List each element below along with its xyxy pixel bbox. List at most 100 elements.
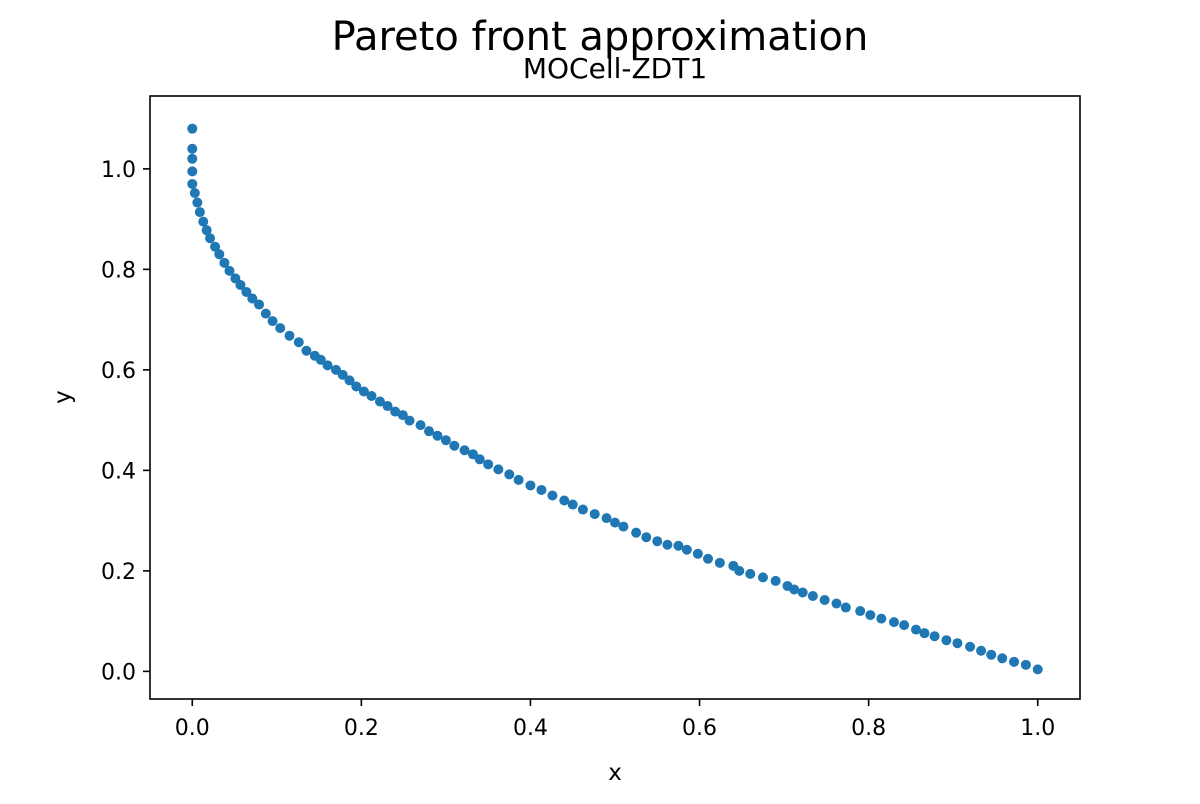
data-point	[404, 415, 415, 426]
x-tick-label: 0.0	[175, 716, 210, 741]
data-point	[910, 624, 921, 635]
data-point	[652, 536, 663, 547]
data-point	[631, 527, 642, 538]
data-point	[235, 279, 246, 290]
y-axis-ticks: 0.0 0.2 0.4 0.6 0.8 1.0	[101, 158, 150, 685]
x-tick-label: 0.2	[344, 716, 379, 741]
data-point	[337, 369, 348, 380]
data-point	[284, 330, 295, 341]
y-tick-label: 0.4	[101, 459, 136, 484]
data-point	[641, 532, 652, 543]
data-point	[547, 490, 558, 501]
data-point	[952, 638, 963, 649]
data-point	[267, 316, 278, 327]
data-point	[610, 517, 620, 528]
data-point	[315, 354, 326, 365]
data-point	[770, 575, 781, 586]
data-point	[187, 178, 198, 189]
data-point	[734, 565, 745, 576]
y-tick-label: 0.2	[101, 560, 136, 585]
data-point	[831, 598, 842, 609]
data-point	[876, 613, 887, 624]
data-point	[351, 381, 362, 392]
y-tick-label: 1.0	[101, 158, 136, 183]
x-tick-label: 1.0	[1020, 716, 1055, 741]
x-axis-label: x	[608, 760, 622, 786]
data-point	[692, 548, 703, 559]
y-tick-label: 0.0	[101, 660, 136, 685]
data-point	[415, 420, 426, 431]
data-point	[797, 587, 808, 598]
data-point	[474, 454, 485, 465]
data-point	[374, 396, 385, 407]
data-point	[241, 286, 252, 297]
data-point	[205, 233, 216, 244]
data-point	[201, 225, 212, 236]
data-point	[301, 345, 312, 356]
data-point	[865, 610, 876, 621]
data-point	[432, 430, 443, 441]
data-point	[219, 257, 230, 268]
data-point	[275, 323, 286, 334]
x-tick-label: 0.4	[513, 716, 548, 741]
data-point	[187, 123, 198, 134]
data-point	[567, 499, 578, 510]
data-point	[459, 445, 470, 456]
data-point	[1032, 664, 1043, 675]
data-point	[382, 401, 393, 412]
data-point	[214, 249, 225, 260]
data-point	[789, 584, 800, 595]
data-point	[986, 649, 997, 660]
data-point	[941, 635, 952, 646]
data-point	[424, 426, 434, 437]
data-point	[618, 521, 629, 532]
data-point	[662, 539, 673, 550]
data-point	[929, 631, 940, 642]
data-point	[703, 553, 713, 564]
data-point	[254, 299, 265, 310]
data-point	[187, 153, 198, 164]
data-point	[807, 590, 818, 601]
data-point	[965, 641, 976, 652]
data-point	[919, 628, 930, 639]
y-tick-label: 0.8	[101, 258, 136, 283]
data-point	[210, 241, 221, 252]
data-point	[224, 265, 235, 276]
data-point	[681, 544, 692, 555]
data-point	[493, 464, 504, 475]
data-point	[358, 386, 369, 397]
data-point	[194, 207, 205, 218]
data-point	[483, 459, 494, 470]
data-point	[187, 166, 198, 177]
data-point	[344, 375, 355, 386]
x-tick-label: 0.6	[682, 716, 717, 741]
data-point	[577, 504, 588, 515]
x-axis-ticks: 0.0 0.2 0.4 0.6 0.8 1.0	[175, 699, 1055, 741]
x-tick-label: 0.8	[851, 716, 886, 741]
data-point	[1020, 659, 1031, 670]
data-point	[513, 474, 524, 485]
data-point	[889, 617, 899, 628]
data-point	[559, 495, 570, 506]
data-point	[1009, 656, 1020, 667]
data-point	[366, 390, 377, 401]
data-point	[855, 606, 866, 617]
data-points	[187, 123, 1043, 675]
data-point	[192, 197, 203, 208]
data-point	[187, 143, 198, 154]
figure-suptitle: Pareto front approximation	[332, 14, 869, 60]
data-point	[440, 435, 451, 446]
axes-title: MOCell-ZDT1	[523, 52, 707, 85]
data-point	[819, 595, 830, 606]
data-point	[899, 620, 910, 631]
data-point	[714, 557, 725, 568]
data-point	[589, 509, 600, 520]
plot-frame	[149, 95, 1081, 700]
data-point	[397, 410, 408, 421]
data-point	[997, 653, 1008, 664]
y-tick-label: 0.6	[101, 359, 136, 384]
data-point	[189, 187, 200, 198]
data-point	[322, 360, 333, 371]
